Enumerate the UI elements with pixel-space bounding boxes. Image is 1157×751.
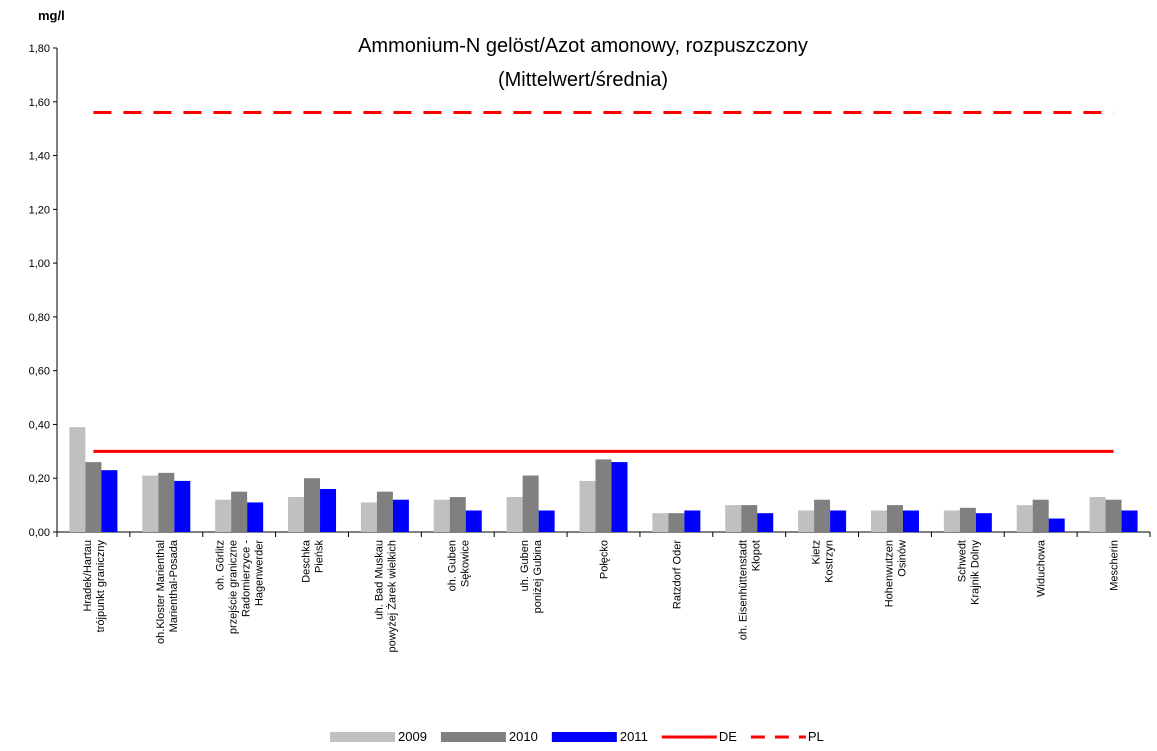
bar [579, 480, 596, 532]
x-tick-label: Widuchowa [1036, 539, 1048, 597]
bar [392, 499, 409, 532]
bar [611, 462, 628, 532]
legend-swatch [551, 732, 617, 742]
bar [538, 510, 555, 532]
y-tick-label: 1,40 [29, 151, 50, 163]
bar [1105, 499, 1122, 532]
bar [668, 513, 685, 532]
chart-title: Ammonium-N gelöst/Azot amonowy, rozpuszc… [358, 35, 808, 57]
legend-label: 2010 [509, 729, 538, 744]
bar [1048, 518, 1065, 532]
y-tick-label: 0,00 [29, 527, 50, 539]
bar [943, 510, 960, 532]
y-tick-label: 0,20 [29, 473, 50, 485]
bar [522, 475, 539, 532]
bar [376, 491, 393, 532]
x-tick-label: oh.Kloster MarienthalMarienthal-Posada [155, 539, 180, 644]
bar [886, 505, 903, 532]
x-tick-label: KietzKostrzyn [811, 540, 836, 583]
bar [288, 497, 305, 532]
bar [320, 488, 337, 532]
bar [725, 505, 742, 532]
x-tick-label: oh. GubenSękowice [446, 540, 471, 591]
bar [304, 478, 321, 532]
bar [69, 427, 86, 532]
legend-swatch [440, 732, 506, 742]
legend-label: 2011 [620, 729, 648, 744]
x-tick-label: Mescherin [1109, 540, 1121, 591]
x-tick-label: Hradek/Hartautrójpunkt graniczny [82, 540, 107, 633]
bar [231, 491, 248, 532]
bar [174, 480, 191, 532]
legend-swatch [330, 732, 395, 742]
y-tick-label: 1,60 [29, 97, 50, 109]
bar [757, 513, 774, 532]
bar [158, 472, 175, 532]
bar [215, 499, 232, 532]
bar [1016, 505, 1033, 532]
bar [870, 510, 887, 532]
legend-label: DE [719, 729, 737, 744]
x-tick-label: Połęcko [599, 540, 611, 579]
bar [1089, 497, 1106, 532]
bar [101, 470, 118, 532]
bar [1032, 499, 1049, 532]
bar [506, 497, 523, 532]
x-tick-label: Ratzdorf Oder [671, 540, 683, 609]
bar [741, 505, 758, 532]
y-tick-label: 1,20 [29, 204, 50, 216]
bar [798, 510, 815, 532]
y-axis-label: mg/l [38, 8, 65, 23]
x-tick-label: oh. EisenhüttenstadtKłopot [738, 540, 763, 640]
bar [902, 510, 919, 532]
chart-subtitle: (Mittelwert/średnia) [498, 69, 668, 91]
bar [360, 502, 377, 532]
legend-label: PL [808, 729, 824, 744]
y-tick-label: 0,60 [29, 366, 50, 378]
legend-label: 2009 [398, 729, 427, 744]
bar [1121, 510, 1138, 532]
x-tick-label: DeschkaPieńsk [301, 539, 326, 583]
x-tick-label: SchwedtKrajnik Dolny [956, 540, 981, 605]
y-tick-label: 1,00 [29, 258, 50, 270]
bar [814, 499, 831, 532]
bar [595, 459, 612, 532]
bar [652, 513, 669, 532]
bar [684, 510, 701, 532]
bar [465, 510, 482, 532]
y-tick-label: 1,80 [29, 43, 50, 55]
bar [449, 497, 466, 532]
x-tick-label: uh. Gubenponiżej Gubina [519, 539, 544, 613]
bar [959, 507, 976, 532]
bar [975, 513, 992, 532]
bar [830, 510, 847, 532]
bar [247, 502, 264, 532]
bar [85, 462, 102, 532]
x-tick-label: oh. Görlitzprzejście graniczneRadomierzy… [215, 540, 266, 634]
y-tick-label: 0,80 [29, 312, 50, 324]
x-tick-label: HohenwutzenOsinów [883, 540, 908, 607]
bar [142, 475, 159, 532]
y-tick-label: 0,40 [29, 419, 50, 431]
bar [433, 499, 450, 532]
x-tick-label: uh. Bad Muskaupowyżej Żarek wielkich [373, 540, 398, 652]
